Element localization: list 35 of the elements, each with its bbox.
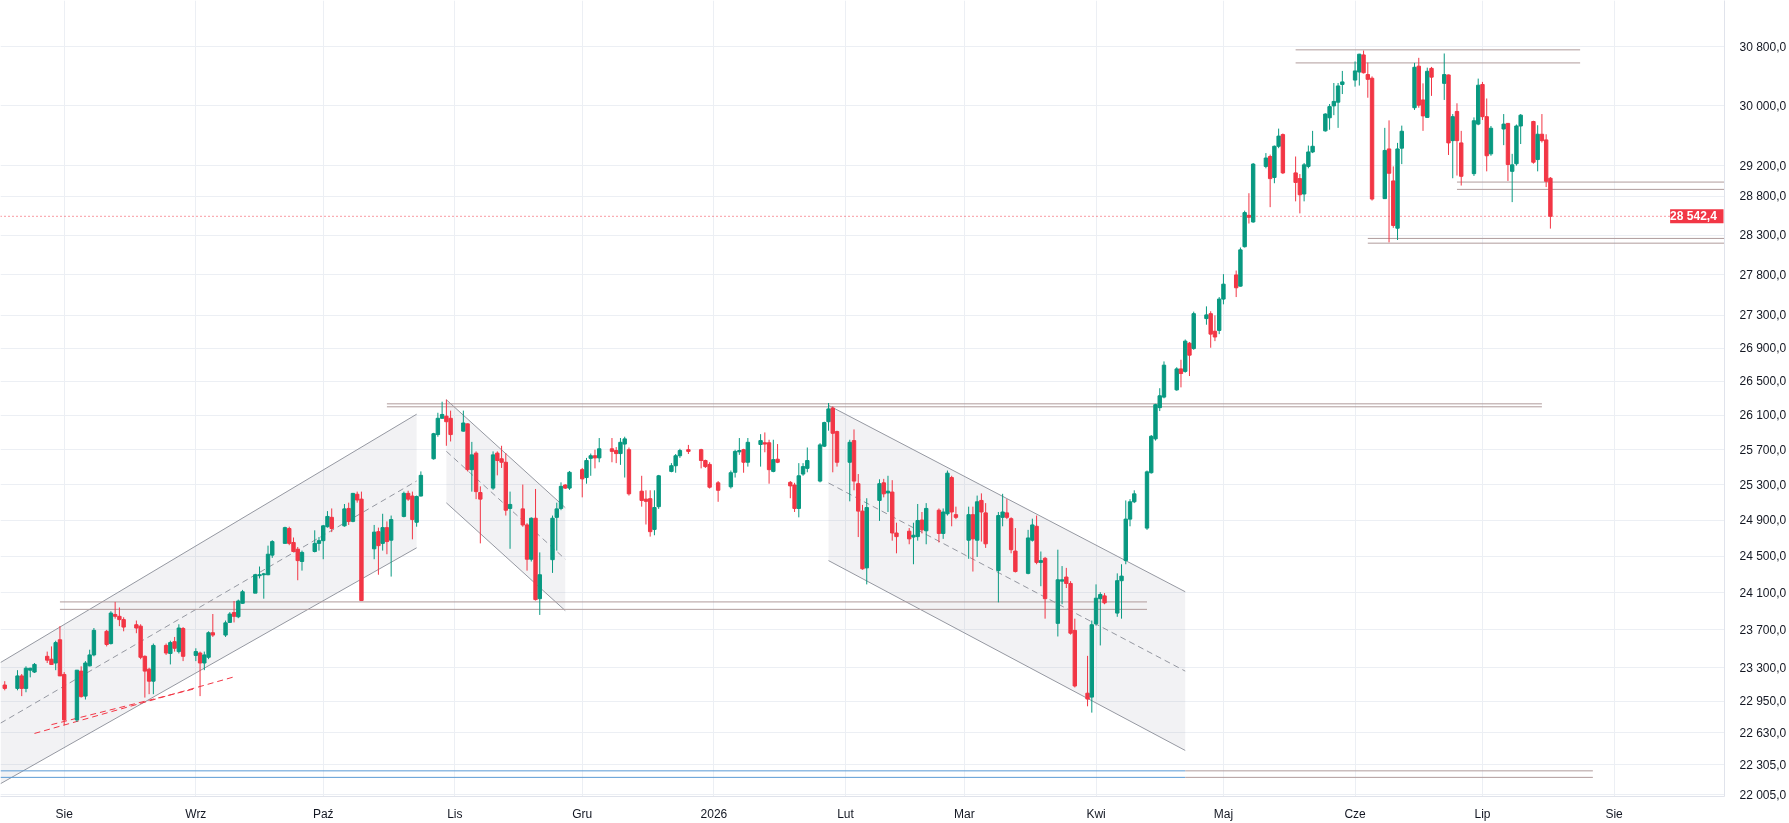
y-tick-label: 24 100,0 xyxy=(1739,585,1787,600)
x-tick-label: Lut xyxy=(837,806,855,821)
y-tick-label: 26 500,0 xyxy=(1739,374,1787,389)
y-tick-label: 24 900,0 xyxy=(1739,513,1787,528)
x-tick-label: Sie xyxy=(1605,806,1624,821)
x-tick-label: Lis xyxy=(447,806,463,821)
y-tick-label: 27 800,0 xyxy=(1739,267,1787,282)
x-tick-label: Wrz xyxy=(185,806,207,821)
x-tick-label: Lip xyxy=(1474,806,1491,821)
y-tick-label: 30 800,0 xyxy=(1739,39,1787,54)
y-tick-label: 22 950,0 xyxy=(1739,694,1787,709)
x-tick-label: Sie xyxy=(55,806,74,821)
y-tick-label: 24 500,0 xyxy=(1739,549,1787,564)
y-tick-label: 29 200,0 xyxy=(1739,158,1787,173)
y-tick-label: 22 305,0 xyxy=(1739,757,1787,772)
y-tick-label: 27 300,0 xyxy=(1739,308,1787,323)
x-tick-label: Gru xyxy=(572,806,593,821)
x-tick-label: Paź xyxy=(312,806,334,821)
y-tick-label: 26 900,0 xyxy=(1739,341,1787,356)
y-tick-label: 26 100,0 xyxy=(1739,408,1787,423)
y-tick-label: 30 000,0 xyxy=(1739,98,1787,113)
y-tick-label: 23 700,0 xyxy=(1739,622,1787,637)
x-tick-label: Kwi xyxy=(1086,806,1106,821)
y-tick-label: 25 300,0 xyxy=(1739,477,1787,492)
y-tick-label: 22 630,0 xyxy=(1739,725,1787,740)
y-tick-label: 25 700,0 xyxy=(1739,442,1787,457)
x-tick-label: 2026 xyxy=(700,806,728,821)
y-tick-label: 23 300,0 xyxy=(1739,660,1787,675)
y-tick-label: 28 800,0 xyxy=(1739,189,1787,204)
x-tick-label: Maj xyxy=(1213,806,1234,821)
x-tick-label: Mar xyxy=(954,806,975,821)
ref-line-label: 28 542,4 xyxy=(1670,209,1718,224)
x-tick-label: Cze xyxy=(1344,806,1367,821)
y-tick-label: 22 005,0 xyxy=(1739,787,1787,802)
y-tick-label: 28 300,0 xyxy=(1739,228,1787,243)
